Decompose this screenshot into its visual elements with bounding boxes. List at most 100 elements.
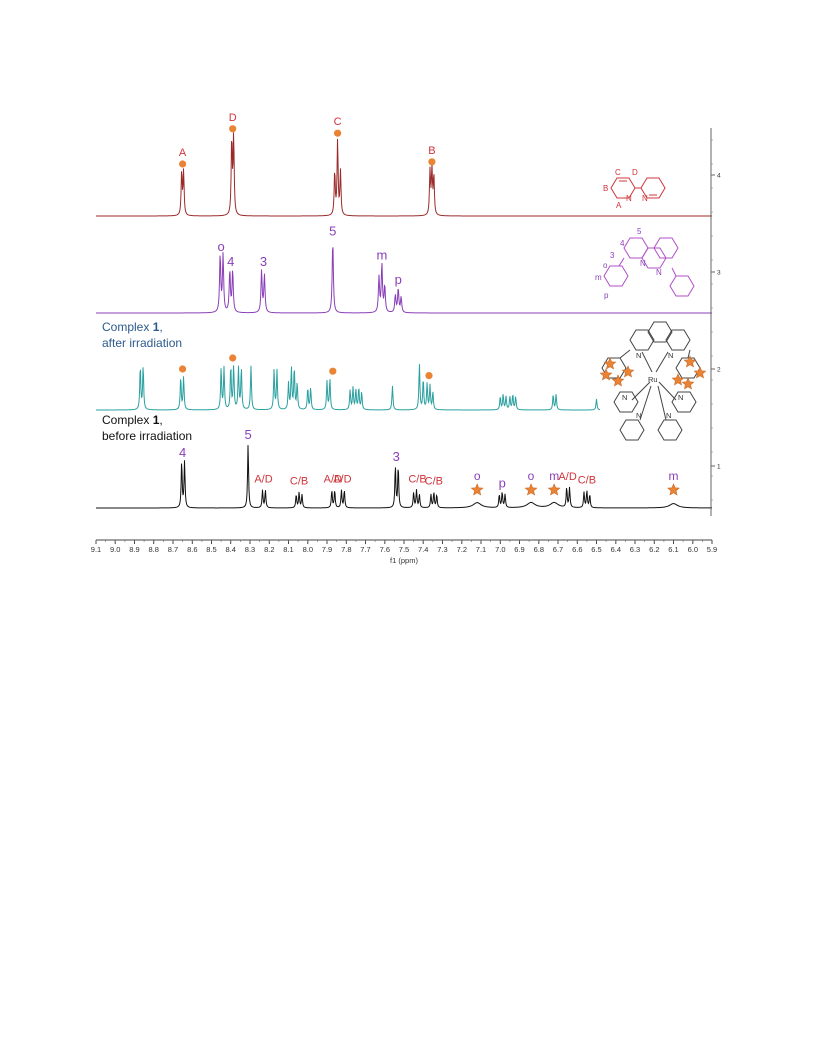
caption-trace2-suffix: ,: [159, 320, 162, 334]
x-tick-label-20: 7.1: [476, 545, 486, 554]
caption-trace2-prefix: Complex: [102, 320, 153, 334]
ru-bond-2: [655, 351, 669, 373]
x-tick-label-32: 5.9: [707, 545, 717, 554]
phen-label-4: 4: [620, 239, 625, 248]
ru-bond-5: [658, 381, 677, 401]
peak-label-t1-5: A/D: [333, 473, 351, 485]
right-tick-label-3: 3: [717, 270, 721, 277]
peak-label-t1-1: 5: [244, 427, 251, 442]
ru-star-1: [621, 365, 635, 378]
bipy-label-a: A: [616, 201, 622, 210]
x-tick-label-29: 6.2: [649, 545, 659, 554]
x-tick-label-14: 7.7: [360, 545, 370, 554]
x-tick-label-11: 8.0: [303, 545, 313, 554]
x-tick-label-22: 6.9: [514, 545, 524, 554]
peak-label-t1-6: 3: [393, 449, 400, 464]
x-tick-label-12: 7.9: [322, 545, 332, 554]
x-tick-label-28: 6.3: [630, 545, 640, 554]
ru-atom-labels: N N Ru N N N N: [622, 351, 683, 420]
structure-phenanthroline: [603, 237, 695, 297]
marker-star-t1-12: [547, 483, 561, 496]
x-axis-ticks: 9.1 9.0 8.9 8.8 8.7 8.6 8.5 8.4 8.3 8.2 8.1 8.0 7.9 7…: [91, 540, 717, 554]
phen-ring-right: [653, 237, 679, 259]
phen-label-o: o: [603, 261, 608, 270]
ru-label-n4: N: [678, 393, 683, 402]
peak-label-t1-15: m: [669, 469, 679, 483]
phen-label-n1: N: [640, 259, 646, 268]
phen-ring-left: [623, 237, 649, 259]
ru-star-3: [611, 374, 625, 387]
x-tick-label-26: 6.5: [591, 545, 601, 554]
right-axis: 1 2 3 4: [710, 128, 721, 516]
ru-label-n5: N: [636, 411, 641, 420]
trace-3-line: [96, 247, 712, 314]
peak-label-t1-0: 4: [179, 445, 186, 460]
x-tick-label-19: 7.2: [457, 545, 467, 554]
right-tick-label-4: 4: [717, 173, 721, 180]
x-tick-label-4: 8.7: [168, 545, 178, 554]
ru-star-0: [603, 357, 617, 370]
bipy-label-n2: N: [642, 194, 648, 203]
ru-phenyl-right: [675, 357, 701, 379]
x-tick-label-10: 8.1: [283, 545, 293, 554]
x-tick-label-30: 6.1: [668, 545, 678, 554]
phen-label-p: p: [604, 291, 609, 300]
bipy-label-n1: N: [626, 194, 632, 203]
trace-2-line: [96, 364, 601, 411]
caption-trace1-suffix: ,: [159, 413, 162, 427]
peak-label-t4-2: C: [334, 116, 342, 128]
peak-label-t1-4: A/D: [324, 473, 342, 485]
trace-4-line: [96, 132, 712, 217]
peak-label-t1-14: C/B: [578, 474, 596, 486]
phen-label-m: m: [595, 273, 602, 282]
x-tick-label-15: 7.6: [380, 545, 390, 554]
peak-label-t1-10: p: [499, 476, 506, 491]
marker-star-t1-15: [667, 483, 680, 496]
ru-label-n2: N: [668, 351, 673, 360]
structure-ru-complex: [601, 321, 701, 441]
x-tick-label-6: 8.5: [206, 545, 216, 554]
structure-bipyridine: [610, 177, 666, 199]
x-tick-label-2: 8.9: [129, 545, 139, 554]
x-tick-label-1: 9.0: [110, 545, 120, 554]
peak-label-t1-11: o: [528, 469, 535, 483]
ru-complex-stars: [599, 355, 707, 390]
x-tick-label-3: 8.8: [148, 545, 158, 554]
phen-link-right: [671, 267, 677, 277]
peak-label-t1-2: A/D: [254, 473, 272, 485]
x-tick-label-5: 8.6: [187, 545, 197, 554]
ru-star-7: [681, 377, 695, 390]
x-tick-label-16: 7.5: [399, 545, 409, 554]
x-tick-label-25: 6.6: [572, 545, 582, 554]
ru-bond-3: [631, 381, 651, 401]
marker-circle-t4-3: [428, 158, 436, 166]
marker-circle-t4-1: [229, 125, 237, 133]
trace-1-line: [96, 445, 712, 509]
x-tick-label-24: 6.7: [553, 545, 563, 554]
caption-trace2-line2: after irradiation: [102, 336, 182, 350]
right-axis-ticks: 1 2 3 4: [711, 139, 721, 501]
ru-label-ru: Ru: [648, 375, 658, 384]
ru-bond-6: [657, 385, 667, 421]
x-tick-label-23: 6.8: [534, 545, 544, 554]
x-tick-label-7: 8.4: [225, 545, 235, 554]
phen-atom-labels: 5 4 3 N N o m p: [595, 227, 662, 300]
x-axis: 9.1 9.0 8.9 8.8 8.7 8.6 8.5 8.4 8.3 8.2 8.1 8.0 7.9 7…: [91, 539, 717, 565]
caption-trace2-line1: Complex 1,: [102, 320, 163, 334]
ru-link-right: [687, 349, 691, 359]
ru-bipy-ring-1: [613, 391, 639, 413]
ru-star-6: [671, 373, 685, 386]
right-tick-label-2: 2: [717, 367, 721, 374]
marker-star-t1-9: [470, 483, 484, 496]
ru-star-4: [683, 355, 697, 368]
peak-label-t1-9: o: [474, 469, 481, 483]
bipy-label-c: C: [615, 168, 621, 177]
spectrum-traces: [96, 132, 712, 509]
phen-ring-middle: [641, 247, 667, 269]
x-tick-label-17: 7.4: [418, 545, 428, 554]
x-tick-label-21: 7.0: [495, 545, 505, 554]
caption-trace1-bold: 1: [153, 413, 160, 427]
x-axis-label: f1 (ppm): [390, 556, 418, 565]
x-tick-label-27: 6.4: [611, 545, 621, 554]
